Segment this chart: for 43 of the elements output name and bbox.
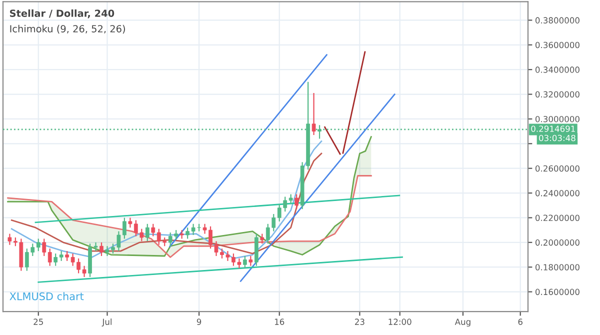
y-tick-label: 0.2400000 — [535, 190, 580, 196]
candlestick — [65, 250, 69, 262]
y-tick-label: 0.2200000 — [535, 214, 580, 222]
candlestick — [54, 252, 58, 266]
x-tick-label: 16 — [274, 318, 284, 325]
y-tick-label: 0.3600000 — [535, 42, 580, 48]
y-tick-label: 0.3800000 — [535, 17, 580, 24]
candlestick — [48, 248, 52, 266]
x-tick-label: 25 — [34, 318, 43, 325]
x-tick-label: Aug — [454, 318, 470, 327]
x-tick-label: 23 — [355, 318, 364, 325]
y-tick-label: 0.1800000 — [535, 264, 580, 270]
candlestick — [191, 223, 196, 236]
candlestick — [243, 255, 247, 269]
text: Ichimoku (9, 26, 52, 26) — [10, 24, 125, 34]
y-tick-label: 0.3400000 — [535, 66, 580, 73]
candlestick — [42, 238, 46, 257]
candlestick — [260, 233, 264, 244]
y-tick-label: 0.2600000 — [535, 165, 580, 172]
x-tick-label: 12:00 — [388, 318, 412, 325]
candlestick — [294, 194, 299, 210]
candlestick — [312, 92, 316, 136]
candlestick — [8, 233, 12, 246]
candlestick — [59, 250, 64, 262]
y-tick-label: 0.3000000 — [535, 116, 580, 122]
candlestick — [100, 242, 104, 257]
candlestick — [145, 223, 150, 242]
candlestick — [248, 255, 253, 266]
candlestick — [128, 217, 132, 228]
x-tick-label: 6 — [518, 318, 522, 325]
y-tick-label: 0.3200000 — [535, 91, 580, 98]
candlestick — [186, 227, 190, 240]
candlestick — [151, 223, 156, 237]
text: Stellar / Dollar, 240 — [10, 9, 114, 18]
y-tick-label: 0.2000000 — [535, 239, 580, 246]
x-tick-label: 9 — [196, 318, 202, 325]
ref-line-label: 0.2914691 — [531, 126, 575, 132]
x-tick-label: Jul — [102, 318, 112, 326]
y-tick-label: 0.1600000 — [535, 288, 580, 296]
candlestick — [288, 194, 293, 205]
text: 03:03:48 — [539, 134, 576, 142]
candlestick — [36, 238, 40, 252]
annotation: XLMUSD chart — [10, 292, 84, 300]
